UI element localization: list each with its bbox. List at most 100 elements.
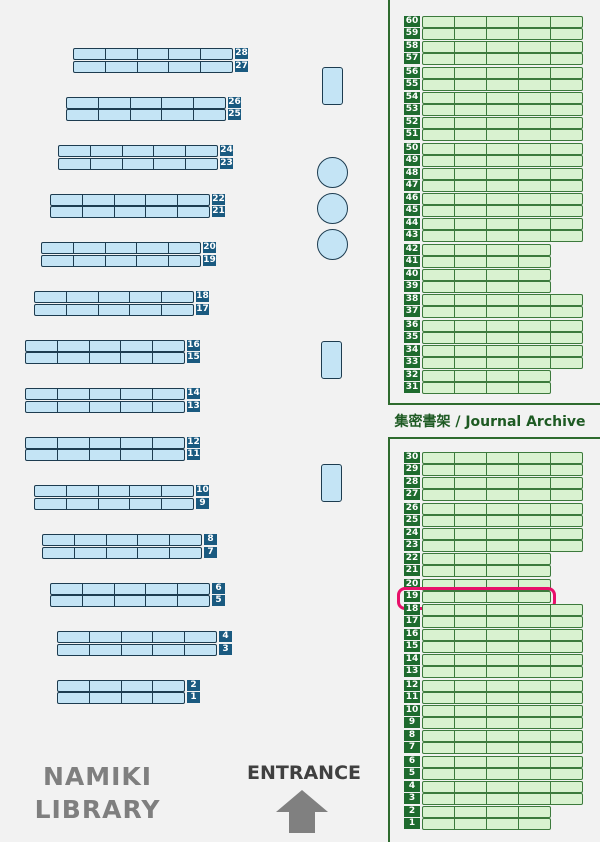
shelf-60[interactable] <box>422 16 583 28</box>
shelf-section <box>487 245 519 255</box>
shelf-39[interactable] <box>422 281 551 293</box>
shelf-17[interactable] <box>34 304 194 316</box>
shelf-section <box>455 383 487 393</box>
shelf-section <box>551 307 582 317</box>
shelf-6[interactable] <box>422 756 583 768</box>
shelf-48[interactable] <box>422 168 583 180</box>
shelf-9[interactable] <box>422 717 583 729</box>
shelf-8[interactable] <box>422 730 583 742</box>
shelf-18[interactable] <box>422 604 583 616</box>
shelf-44[interactable] <box>422 218 583 230</box>
shelf-54[interactable] <box>422 92 583 104</box>
shelf-2[interactable] <box>57 680 185 692</box>
shelf-9[interactable] <box>34 498 194 510</box>
shelf-13[interactable] <box>422 666 583 678</box>
shelf-53[interactable] <box>422 104 583 116</box>
shelf-5[interactable] <box>50 595 210 607</box>
shelf-56[interactable] <box>422 67 583 79</box>
shelf-29[interactable] <box>422 464 583 476</box>
shelf-22[interactable] <box>50 194 210 206</box>
shelf-40[interactable] <box>422 269 551 281</box>
shelf-7[interactable] <box>42 547 202 559</box>
shelf-24[interactable] <box>58 145 218 157</box>
shelf-27[interactable] <box>422 489 583 501</box>
shelf-1[interactable] <box>57 692 185 704</box>
shelf-14[interactable] <box>25 388 185 400</box>
shelf-45[interactable] <box>422 205 583 217</box>
shelf-1[interactable] <box>422 818 551 830</box>
shelf-4[interactable] <box>422 781 583 793</box>
shelf-13[interactable] <box>25 401 185 413</box>
shelf-25[interactable] <box>422 515 583 527</box>
shelf-23[interactable] <box>422 540 583 552</box>
shelf-17[interactable] <box>422 616 583 628</box>
shelf-14[interactable] <box>422 654 583 666</box>
shelf-10[interactable] <box>422 705 583 717</box>
shelf-15[interactable] <box>422 641 583 653</box>
shelf-50[interactable] <box>422 143 583 155</box>
shelf-52[interactable] <box>422 117 583 129</box>
shelf-57[interactable] <box>422 53 583 65</box>
shelf-19[interactable] <box>422 591 551 603</box>
shelf-number-45: 45 <box>404 205 420 216</box>
shelf-section <box>35 292 67 302</box>
shelf-section <box>455 504 487 514</box>
shelf-16[interactable] <box>25 340 185 352</box>
shelf-46[interactable] <box>422 193 583 205</box>
shelf-20[interactable] <box>41 242 201 254</box>
shelf-51[interactable] <box>422 129 583 141</box>
shelf-7[interactable] <box>422 742 583 754</box>
shelf-3[interactable] <box>422 793 583 805</box>
shelf-22[interactable] <box>422 553 551 565</box>
shelf-38[interactable] <box>422 294 583 306</box>
shelf-43[interactable] <box>422 230 583 242</box>
shelf-4[interactable] <box>57 631 217 643</box>
shelf-27[interactable] <box>73 61 233 73</box>
shelf-25[interactable] <box>66 109 226 121</box>
shelf-23[interactable] <box>58 158 218 170</box>
shelf-32[interactable] <box>422 370 551 382</box>
shelf-15[interactable] <box>25 352 185 364</box>
shelf-41[interactable] <box>422 256 551 268</box>
shelf-28[interactable] <box>73 48 233 60</box>
shelf-24[interactable] <box>422 528 583 540</box>
library-name-line-2: LIBRARY <box>34 795 161 824</box>
shelf-11[interactable] <box>422 692 583 704</box>
shelf-2[interactable] <box>422 806 551 818</box>
shelf-19[interactable] <box>41 255 201 267</box>
shelf-section <box>487 529 519 539</box>
shelf-6[interactable] <box>50 583 210 595</box>
shelf-18[interactable] <box>34 291 194 303</box>
shelf-section <box>423 42 455 52</box>
shelf-55[interactable] <box>422 79 583 91</box>
shelf-49[interactable] <box>422 155 583 167</box>
shelf-33[interactable] <box>422 357 583 369</box>
shelf-section <box>455 566 487 576</box>
shelf-10[interactable] <box>34 485 194 497</box>
shelf-26[interactable] <box>66 97 226 109</box>
shelf-42[interactable] <box>422 244 551 256</box>
shelf-58[interactable] <box>422 41 583 53</box>
shelf-3[interactable] <box>57 644 217 656</box>
shelf-59[interactable] <box>422 28 583 40</box>
shelf-12[interactable] <box>25 437 185 449</box>
shelf-21[interactable] <box>422 565 551 577</box>
shelf-47[interactable] <box>422 180 583 192</box>
shelf-11[interactable] <box>25 449 185 461</box>
shelf-5[interactable] <box>422 768 583 780</box>
shelf-34[interactable] <box>422 345 583 357</box>
shelf-section <box>67 305 99 315</box>
shelf-35[interactable] <box>422 332 583 344</box>
shelf-section <box>487 807 519 817</box>
shelf-36[interactable] <box>422 320 583 332</box>
shelf-28[interactable] <box>422 477 583 489</box>
shelf-16[interactable] <box>422 629 583 641</box>
shelf-31[interactable] <box>422 382 551 394</box>
shelf-37[interactable] <box>422 306 583 318</box>
shelf-21[interactable] <box>50 206 210 218</box>
shelf-section <box>455 371 487 381</box>
shelf-12[interactable] <box>422 680 583 692</box>
shelf-8[interactable] <box>42 534 202 546</box>
shelf-26[interactable] <box>422 503 583 515</box>
shelf-30[interactable] <box>422 452 583 464</box>
